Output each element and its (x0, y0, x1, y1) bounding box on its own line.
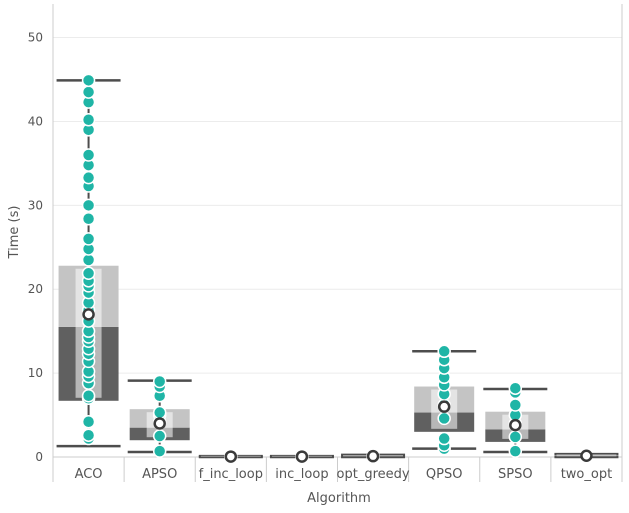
x-tick-label: two_opt (561, 467, 613, 482)
y-axis-title: Time (s) (7, 206, 22, 260)
y-tick-label: 10 (28, 366, 43, 380)
mean-marker (155, 418, 165, 428)
x-tick-label: APSO (142, 467, 177, 482)
box-layer (57, 80, 619, 457)
mean-marker (368, 451, 378, 461)
y-tick-label: 30 (28, 198, 43, 212)
mean-marker (439, 402, 449, 412)
x-tick-label: QPSO (426, 467, 463, 482)
x-tick-label: ACO (75, 467, 103, 482)
sample-point (509, 399, 521, 411)
sample-point (83, 233, 95, 245)
sample-point (83, 199, 95, 211)
sample-point (154, 445, 166, 457)
y-tick-label: 20 (28, 282, 43, 296)
x-tick-label: SPSO (498, 467, 533, 482)
sample-point (83, 429, 95, 441)
mean-marker (510, 420, 520, 430)
grid-layer (53, 38, 622, 374)
sample-point (83, 74, 95, 86)
mean-marker (226, 452, 236, 462)
sample-point (438, 345, 450, 357)
sample-point (509, 382, 521, 394)
sample-point (83, 267, 95, 279)
sample-point (438, 433, 450, 445)
sample-point (154, 376, 166, 388)
sample-point (509, 431, 521, 443)
sample-point (83, 213, 95, 225)
sample-point (154, 430, 166, 442)
y-tick-label: 40 (28, 114, 43, 128)
sample-point (83, 390, 95, 402)
mean-marker (84, 309, 94, 319)
mean-marker (581, 451, 591, 461)
y-tick-label: 0 (35, 450, 43, 464)
x-axis-title: Algorithm (307, 491, 371, 506)
x-tick-label: inc_loop (275, 467, 328, 482)
sample-point (83, 86, 95, 98)
sample-point (83, 172, 95, 184)
x-tick-label: f_inc_loop (199, 467, 263, 482)
axis-layer: 0 10 20 30 40 50 ACO APSO f_inc_loop inc_loop opt_… (28, 4, 622, 482)
y-tick-label: 50 (28, 31, 43, 45)
sample-point (83, 416, 95, 428)
sample-point (83, 149, 95, 161)
mean-marker (297, 452, 307, 462)
sample-point (509, 445, 521, 457)
sample-point (438, 412, 450, 424)
sample-point (83, 114, 95, 126)
sample-point (154, 407, 166, 419)
x-tick-label: opt_greedy (337, 467, 410, 482)
